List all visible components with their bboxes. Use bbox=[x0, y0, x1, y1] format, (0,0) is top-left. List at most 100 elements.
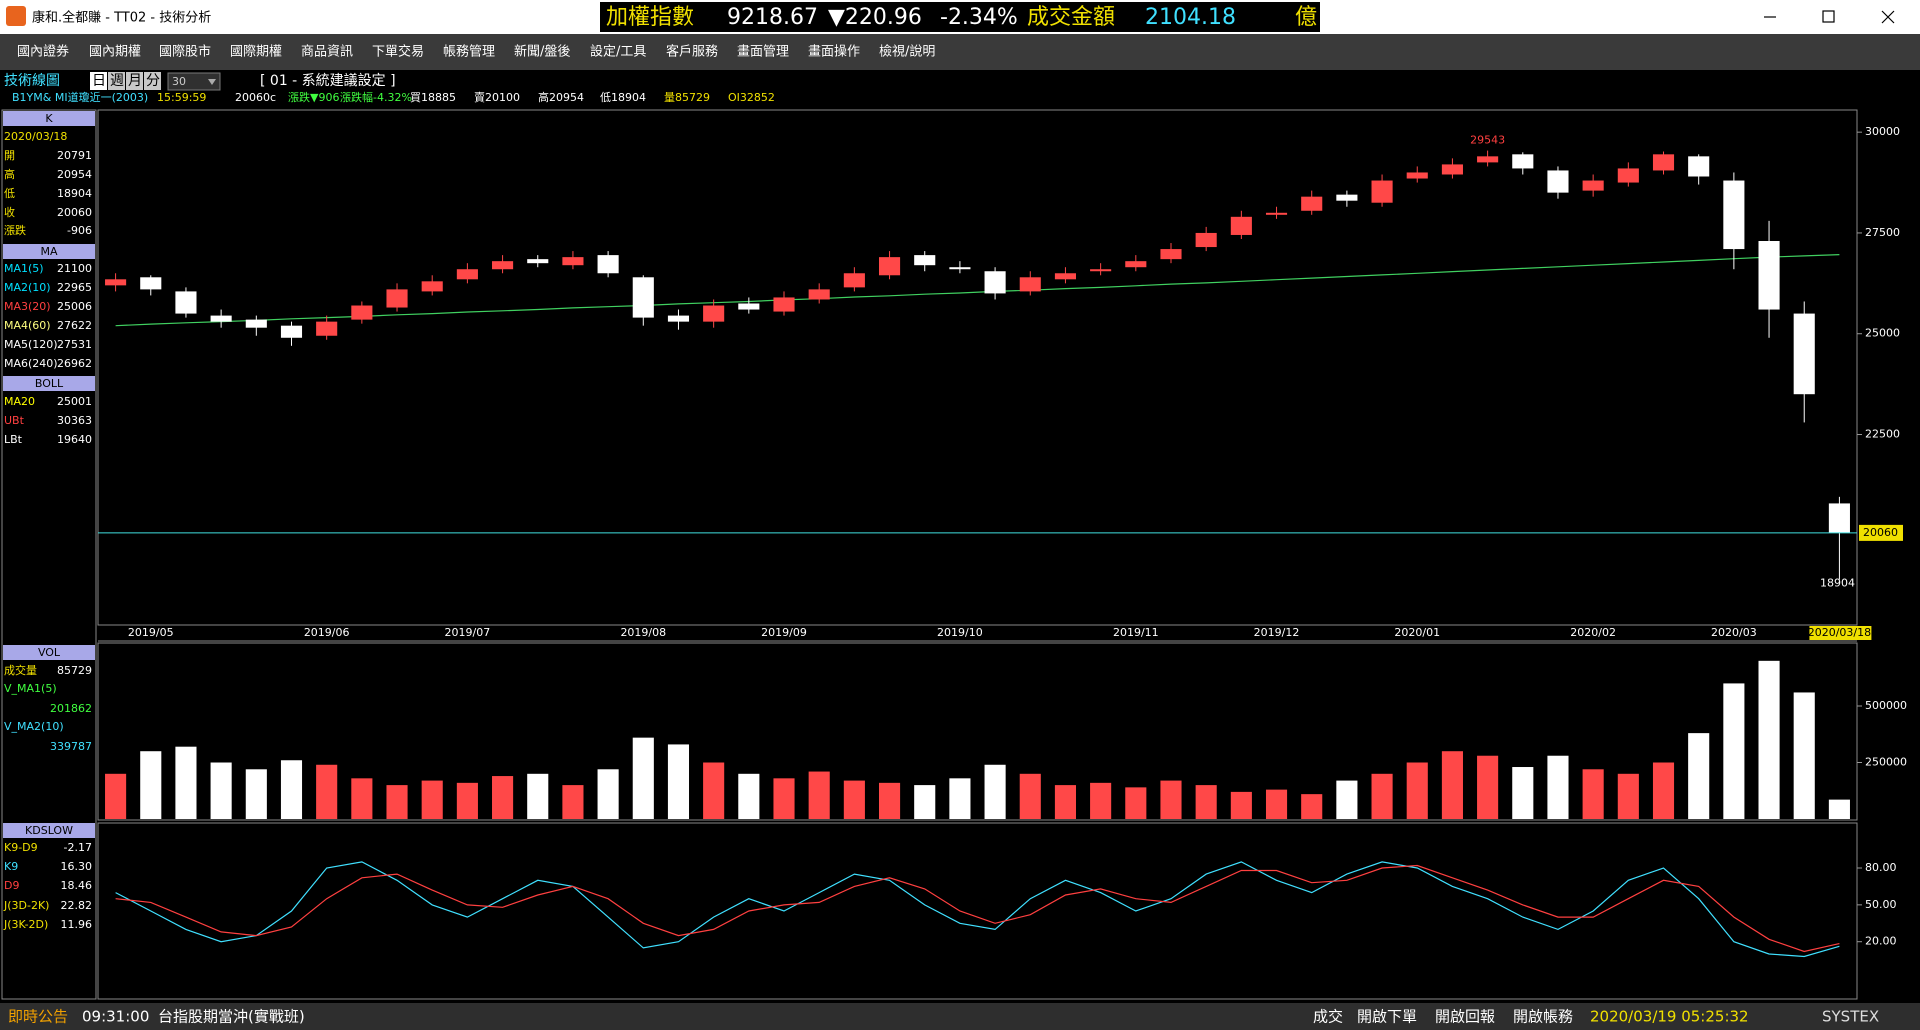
candle-body bbox=[492, 261, 514, 270]
high-label: 29543 bbox=[1470, 134, 1505, 147]
period-label[interactable]: 日 bbox=[92, 73, 106, 89]
volume-bar bbox=[1512, 767, 1534, 819]
menu-item[interactable]: 帳務管理 bbox=[443, 45, 495, 60]
candle-body bbox=[1125, 261, 1147, 268]
menu-item[interactable]: 下單交易 bbox=[372, 44, 424, 60]
quote-item: OI32852 bbox=[728, 91, 775, 104]
period-button[interactable] bbox=[144, 72, 161, 90]
panel-label: K9-D9 bbox=[4, 841, 38, 854]
window-title: 康和.全都賺 - TT02 - 技術分析 bbox=[32, 10, 211, 26]
volume-bar bbox=[1090, 782, 1112, 819]
candle-body bbox=[175, 291, 197, 314]
volume-bar bbox=[949, 778, 971, 819]
volume-bar bbox=[1054, 785, 1077, 819]
panel-label: MA2(10) bbox=[4, 281, 51, 294]
x-tick-label: 2019/11 bbox=[1113, 626, 1159, 639]
volume-bar bbox=[984, 764, 1006, 819]
x-tick-label: 2019/10 bbox=[937, 626, 983, 639]
candle-body bbox=[527, 259, 549, 264]
period-label[interactable]: 分 bbox=[146, 73, 160, 89]
panel-label: MA20 bbox=[4, 395, 35, 408]
period-button[interactable] bbox=[126, 72, 143, 90]
status-item[interactable]: 開啟帳務 bbox=[1513, 1008, 1573, 1026]
quote-item: 量85729 bbox=[664, 91, 710, 104]
volume-bar bbox=[105, 773, 127, 819]
ticker: 加權指數 9218.67 ▼220.96 -2.34% 成交金額 2104.18… bbox=[606, 5, 1317, 30]
ticker-index-value: 9218.67 bbox=[727, 5, 818, 30]
candle-body bbox=[597, 255, 619, 274]
volume-bar bbox=[597, 769, 619, 819]
panel-label: MA4(60) bbox=[4, 319, 51, 332]
candle-body bbox=[1582, 180, 1604, 191]
volume-bar bbox=[1160, 780, 1182, 819]
menu-item[interactable]: 國際期權 bbox=[230, 45, 282, 60]
candle-body bbox=[1512, 154, 1534, 169]
candle-body bbox=[1265, 212, 1288, 215]
candle-body bbox=[1195, 232, 1217, 248]
status-item[interactable]: 成交 bbox=[1313, 1008, 1343, 1026]
candle-body bbox=[280, 325, 303, 338]
panel-label: J(3K-2D) bbox=[3, 918, 48, 931]
panel-value: 26962 bbox=[57, 357, 92, 370]
volume-bar bbox=[1230, 791, 1252, 819]
panel-value: 22965 bbox=[57, 281, 92, 294]
menu-item[interactable]: 檢視/說明 bbox=[879, 44, 935, 60]
left-panel: K 2020/03/18 開 20791 高 20954 低 18904 收 20060 漲跌 -90… bbox=[3, 111, 95, 931]
panel-label: MA5(120) bbox=[4, 338, 58, 351]
period-button[interactable] bbox=[90, 72, 107, 90]
volume-bar bbox=[1828, 799, 1850, 819]
status-item[interactable]: 開啟回報 bbox=[1435, 1008, 1495, 1026]
volume-bar bbox=[1371, 773, 1393, 819]
volume-bar bbox=[1019, 773, 1041, 819]
interval[interactable]: 30 bbox=[172, 75, 186, 88]
panel-label: J(3D-2K) bbox=[3, 899, 49, 912]
panel-label: UBt bbox=[4, 414, 25, 427]
menu-item[interactable]: 國際股市 bbox=[159, 44, 211, 60]
volume-bar bbox=[1406, 762, 1428, 819]
y-tick-label: 250000 bbox=[1865, 756, 1907, 769]
volume-bar bbox=[1582, 769, 1604, 819]
candle-body bbox=[1054, 273, 1077, 280]
menu-item[interactable]: 國內證券 bbox=[17, 44, 69, 60]
period-button[interactable] bbox=[108, 72, 125, 90]
y-tick-label: 27500 bbox=[1865, 226, 1900, 239]
status-item: SYSTEX bbox=[1822, 1008, 1879, 1026]
menu-item[interactable]: 國內期權 bbox=[89, 45, 141, 60]
ticker-turnover-label: 成交金額 bbox=[1027, 5, 1115, 30]
toolbar-label: 技術線圖 bbox=[4, 73, 60, 89]
panel-value: 27531 bbox=[57, 338, 92, 351]
period-label[interactable]: 週 bbox=[110, 73, 124, 89]
y-tick-label: 80.00 bbox=[1865, 861, 1897, 874]
last-price-label: 20060 bbox=[1863, 526, 1898, 539]
period-label[interactable]: 月 bbox=[128, 73, 142, 89]
panel-header bbox=[3, 244, 95, 259]
candle-body bbox=[808, 289, 830, 300]
y-tick-label: 20.00 bbox=[1865, 935, 1897, 948]
candle-body bbox=[1019, 277, 1041, 292]
candle-body bbox=[245, 319, 267, 328]
volume-bar bbox=[316, 764, 338, 819]
date-highlight bbox=[1809, 626, 1872, 640]
menu-item[interactable]: 畫面管理 bbox=[737, 45, 789, 60]
quote-item: 低18904 bbox=[600, 91, 646, 104]
close[interactable] bbox=[1881, 10, 1895, 24]
panel-header-title: K bbox=[45, 112, 53, 125]
window-controls[interactable] bbox=[1764, 10, 1895, 24]
candle-body bbox=[456, 269, 478, 280]
restore[interactable] bbox=[1822, 10, 1835, 23]
menu-item[interactable]: 客戶服務 bbox=[666, 44, 718, 60]
x-tick-label: 2019/08 bbox=[620, 626, 666, 639]
volume-bar bbox=[1477, 755, 1499, 819]
status-item[interactable]: 開啟下單 bbox=[1357, 1008, 1417, 1026]
menu-item[interactable]: 新聞/盤後 bbox=[514, 44, 570, 60]
x-tick-label: 2020/03 bbox=[1711, 626, 1757, 639]
panel-value: 20791 bbox=[57, 149, 92, 162]
menu-item[interactable]: 設定/工具 bbox=[590, 44, 646, 60]
candle-body bbox=[1477, 156, 1499, 163]
volume-bar bbox=[1617, 773, 1639, 819]
interval-box[interactable] bbox=[167, 72, 221, 91]
panel-label: MA3(20) bbox=[4, 300, 51, 313]
menu-item[interactable]: 畫面操作 bbox=[808, 44, 860, 60]
menu-item[interactable]: 商品資訊 bbox=[301, 45, 353, 60]
